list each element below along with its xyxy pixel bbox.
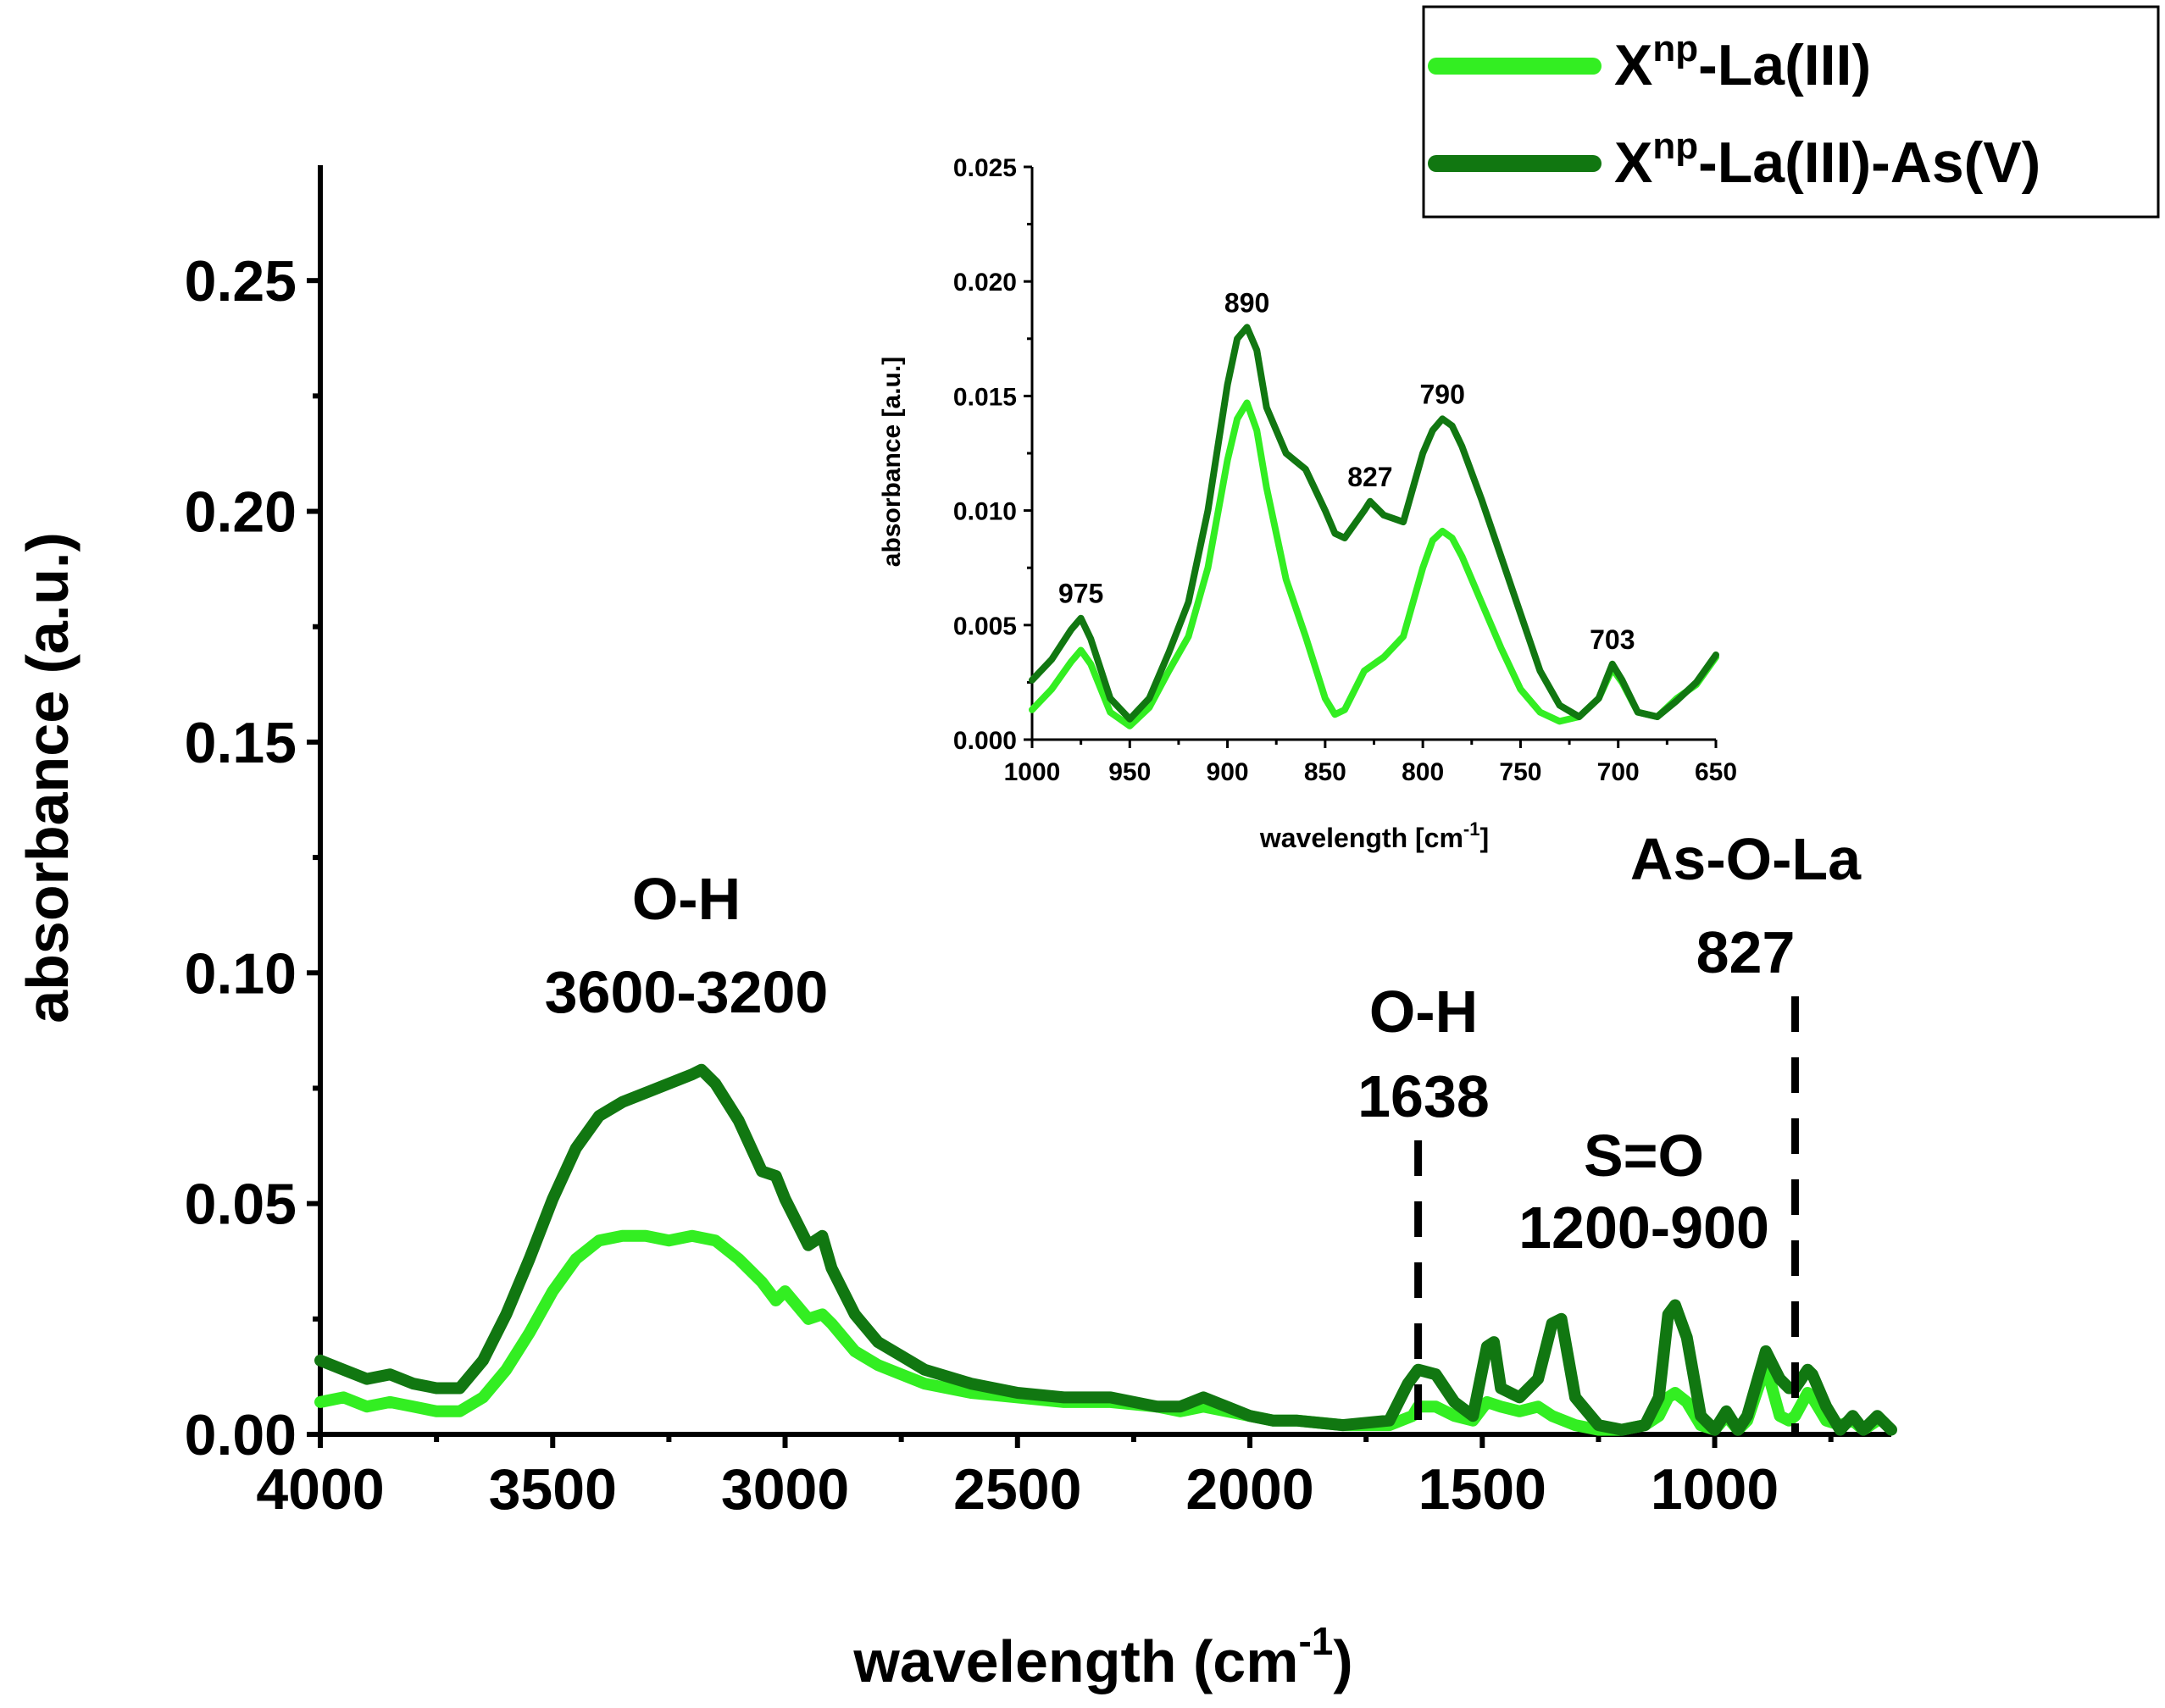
inset-x-tick-label: 850	[1304, 758, 1346, 786]
inset-peak-label: 703	[1590, 624, 1635, 655]
main-x-label: wavelength (cm-1)	[852, 1619, 1352, 1694]
inset-x-label-close: ]	[1479, 823, 1489, 853]
annotation-line2: 1200-900	[1518, 1195, 1769, 1261]
inset-y-tick-label: 0.005	[953, 613, 1017, 640]
inset-x-label-sup: -1	[1463, 818, 1480, 840]
inset-x-label: wavelength [cm-1]	[1259, 818, 1489, 853]
inset-x-tick-label: 1000	[1004, 758, 1061, 786]
legend: Xnp-La(III) Xnp-La(III)-As(V)	[1422, 5, 2160, 219]
inset-y-tick-label: 0.010	[953, 498, 1017, 526]
annotation-line2: 3600-3200	[545, 959, 829, 1025]
inset-peak-label: 890	[1224, 287, 1269, 318]
inset-x-tick-label: 800	[1402, 758, 1444, 786]
inset-x-tick-label: 900	[1207, 758, 1249, 786]
inset-x-label-text: wavelength [cm	[1259, 823, 1463, 853]
inset-series	[1029, 324, 1719, 729]
main-y-tick-label: 0.15	[185, 711, 297, 775]
inset-x-tick-label: 650	[1695, 758, 1737, 786]
main-x-tick-label: 4000	[256, 1457, 384, 1522]
legend-label-dark-rest: -La(III)-As(V)	[1698, 130, 2040, 195]
main-x-tick-label: 3500	[489, 1457, 617, 1522]
legend-label-light-rest: -La(III)	[1698, 33, 1871, 97]
main-y-label: absorbance (a.u.)	[14, 532, 80, 1023]
inset-peak-label: 790	[1420, 379, 1465, 409]
main-ticks: 0.00 0.05 0.10 0.15 0.20 0.25 4000 3500 3000 2500…	[185, 249, 1834, 1522]
main-y-tick-label: 0.20	[185, 480, 297, 545]
legend-label-dark: Xnp-La(III)-As(V)	[1614, 125, 2040, 195]
inset-peak-label: 975	[1058, 579, 1103, 609]
legend-label-light-base: X	[1614, 33, 1652, 97]
main-x-label-close: )	[1333, 1628, 1352, 1694]
legend-label-light: Xnp-La(III)	[1614, 28, 1871, 97]
legend-label-dark-base: X	[1614, 130, 1652, 195]
legend-label-light-sup: np	[1652, 28, 1698, 69]
annotation-line2: 1638	[1357, 1063, 1490, 1129]
inset-chart: 0.000 0.005 0.010 0.015 0.020 0.025 1000 950 900…	[878, 154, 1737, 853]
inset-y-tick-label: 0.025	[953, 154, 1017, 182]
annotation-line1: As-O-La	[1630, 826, 1862, 892]
inset-y-tick-label: 0.000	[953, 727, 1017, 755]
annotation-line1: O-H	[632, 866, 741, 932]
legend-label-dark-sup: np	[1652, 125, 1698, 167]
main-x-tick-label: 1000	[1651, 1457, 1779, 1522]
main-x-tick-label: 1500	[1418, 1457, 1546, 1522]
inset-y-tick-label: 0.015	[953, 383, 1017, 411]
inset-x-tick-label: 950	[1108, 758, 1151, 786]
main-x-label-sup: -1	[1298, 1619, 1333, 1663]
inset-peak-label: 827	[1347, 462, 1392, 492]
inset-ticks: 0.000 0.005 0.010 0.015 0.020 0.025 1000 950 900…	[953, 154, 1737, 786]
legend-box	[1422, 5, 2160, 219]
main-x-tick-label: 3000	[721, 1457, 849, 1522]
main-x-tick-label: 2500	[953, 1457, 1081, 1522]
main-x-tick-label: 2000	[1185, 1457, 1313, 1522]
inset-y-label: absorbance [a.u.]	[878, 357, 906, 567]
annotation-line1: O-H	[1369, 979, 1478, 1045]
main-series	[314, 1063, 1897, 1436]
main-axes: 0.00 0.05 0.10 0.15 0.20 0.25 4000 3500 3000 2500…	[14, 165, 1897, 1694]
inset-y-tick-label: 0.020	[953, 269, 1017, 297]
main-y-tick-label: 0.05	[185, 1173, 297, 1237]
inset-x-tick-label: 750	[1499, 758, 1541, 786]
inset-series-la	[1029, 399, 1719, 729]
annotation-line1: S=O	[1584, 1123, 1704, 1189]
inset-x-tick-label: 700	[1597, 758, 1640, 786]
main-y-tick-label: 0.00	[185, 1403, 297, 1467]
main-y-tick-label: 0.10	[185, 941, 297, 1006]
inset-peak-labels: 975 890 827 790 703	[1058, 287, 1635, 654]
main-y-tick-label: 0.25	[185, 249, 297, 313]
main-x-label-text: wavelength (cm	[852, 1628, 1298, 1694]
main-series-la-as	[314, 1063, 1897, 1436]
annotation-line2: 827	[1696, 919, 1796, 985]
inset-series-la-as	[1029, 324, 1719, 723]
